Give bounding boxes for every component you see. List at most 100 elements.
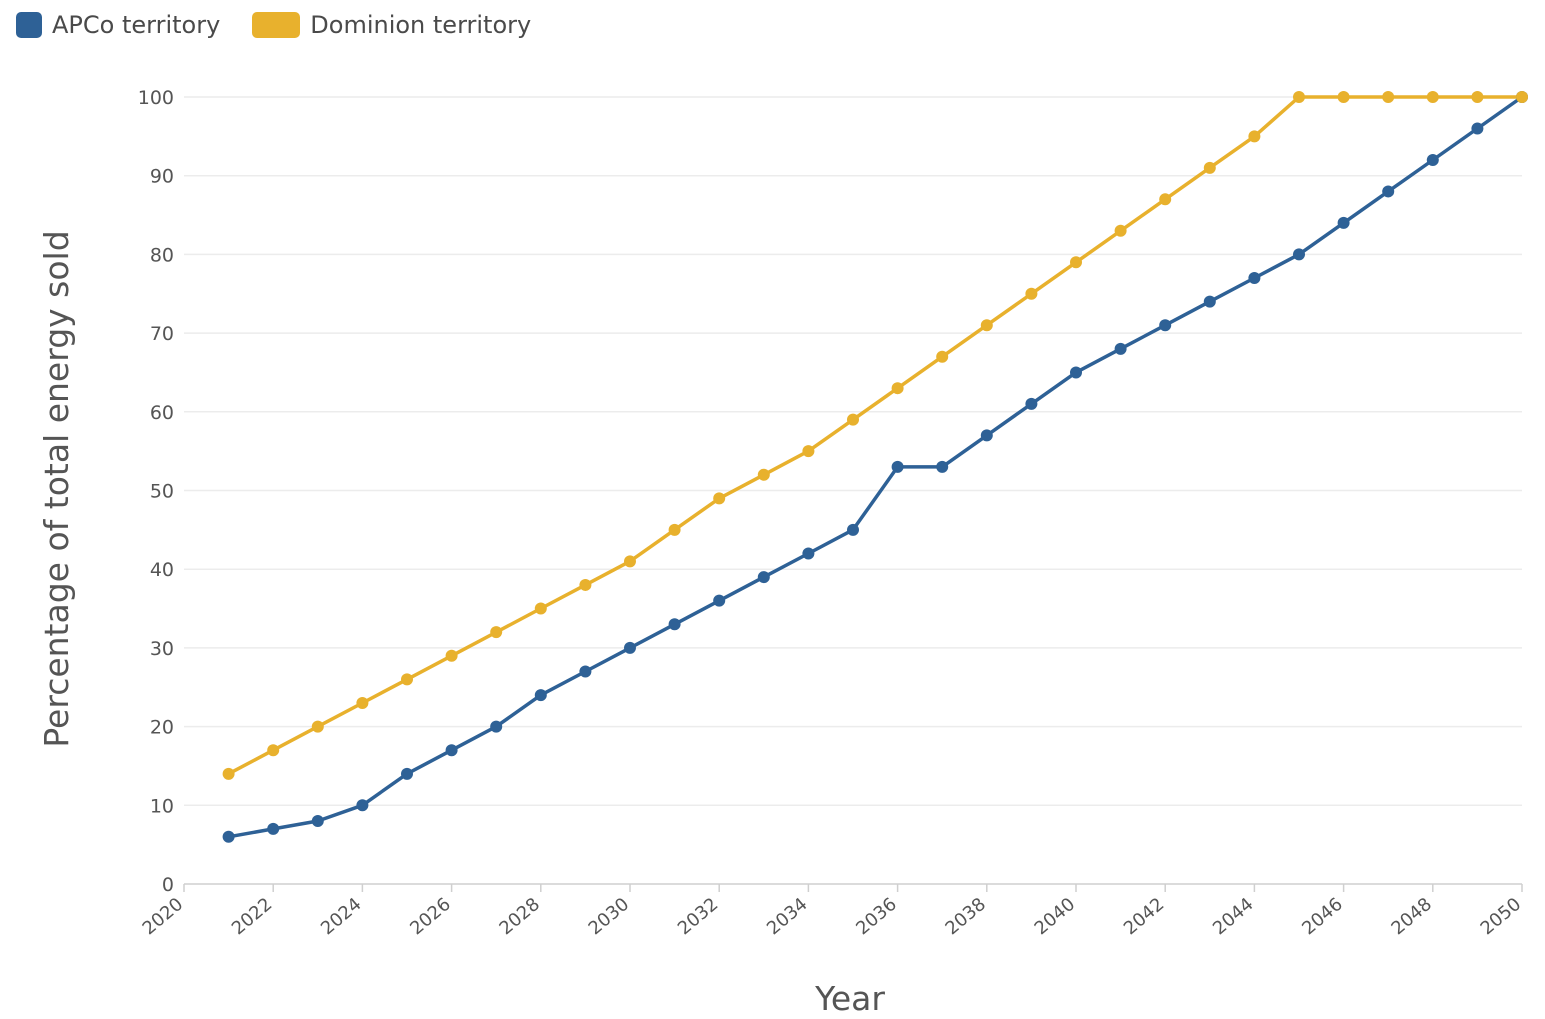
series-0-point-2034[interactable] <box>802 547 815 560</box>
series-1-point-2029[interactable] <box>579 578 592 591</box>
series-0-point-2026[interactable] <box>445 744 458 757</box>
series-1-point-2022[interactable] <box>267 744 280 757</box>
series-1-point-2026[interactable] <box>445 649 458 662</box>
x-tick-label-2034: 2034 <box>763 894 812 940</box>
series-0-point-2023[interactable] <box>311 815 324 828</box>
series-1-point-2039[interactable] <box>1025 287 1038 300</box>
y-tick-label-70: 70 <box>150 323 174 345</box>
series-0-point-2038[interactable] <box>980 429 993 442</box>
legend: APCo territory Dominion territory <box>16 8 531 42</box>
series-1-point-2045[interactable] <box>1293 91 1305 103</box>
y-tick-label-20: 20 <box>150 717 174 739</box>
series-1-point-2032[interactable] <box>713 492 726 505</box>
series-0-point-2025[interactable] <box>401 767 413 780</box>
series-1-point-2048[interactable] <box>1426 91 1439 103</box>
series-1-point-2030[interactable] <box>624 555 636 568</box>
series-line-1 <box>227 95 1522 776</box>
series-0-point-2040[interactable] <box>1070 366 1082 379</box>
legend-label-apco: APCo territory <box>52 11 221 39</box>
x-tick-label-2024: 2024 <box>317 894 366 940</box>
y-axis-title: Percentage of total energy sold <box>37 230 76 747</box>
series-1-point-2033[interactable] <box>757 468 770 481</box>
y-tick-label-40: 40 <box>150 559 174 581</box>
series-1-point-2024[interactable] <box>356 696 369 709</box>
x-tick-label-2022: 2022 <box>228 894 277 940</box>
series-0-point-2031[interactable] <box>668 618 681 631</box>
series-1-point-2046[interactable] <box>1337 91 1350 103</box>
legend-swatch-apco <box>16 12 42 38</box>
y-tick-label-60: 60 <box>150 402 174 424</box>
series-0-point-2041[interactable] <box>1114 342 1127 355</box>
x-tick-label-2038: 2038 <box>941 894 990 940</box>
series-1-point-2021[interactable] <box>222 767 235 780</box>
y-tick-label-100: 100 <box>138 87 174 109</box>
series-1-point-2025[interactable] <box>401 673 413 686</box>
x-tick-label-2036: 2036 <box>852 894 901 940</box>
series-1-point-2044[interactable] <box>1248 130 1261 143</box>
y-tick-label-0: 0 <box>162 874 174 896</box>
series-1-point-2037[interactable] <box>936 350 949 363</box>
x-tick-label-2044: 2044 <box>1209 894 1258 940</box>
series-0-point-2046[interactable] <box>1337 216 1350 229</box>
series-0-point-2035[interactable] <box>847 523 859 536</box>
x-tick-label-2048: 2048 <box>1387 894 1436 940</box>
series-0-point-2039[interactable] <box>1025 397 1038 410</box>
series-1-point-2042[interactable] <box>1159 193 1172 206</box>
y-tick-label-10: 10 <box>150 795 174 817</box>
series-1-point-2027[interactable] <box>490 626 503 639</box>
series-1-point-2047[interactable] <box>1382 91 1395 103</box>
series-1-point-2035[interactable] <box>847 413 859 426</box>
series-lines <box>227 95 1524 839</box>
series-1-point-2036[interactable] <box>891 382 904 395</box>
series-0-point-2033[interactable] <box>757 571 770 584</box>
series-0-point-2045[interactable] <box>1293 248 1305 261</box>
x-axis-title: Year <box>814 979 885 1018</box>
y-tick-label-90: 90 <box>150 166 174 188</box>
series-1-point-2023[interactable] <box>311 720 324 733</box>
series-1-point-2038[interactable] <box>980 319 993 332</box>
series-0-point-2048[interactable] <box>1426 153 1439 166</box>
legend-item-dominion[interactable]: Dominion territory <box>252 11 531 39</box>
series-0-point-2032[interactable] <box>713 594 726 607</box>
series-0-point-2047[interactable] <box>1382 185 1395 198</box>
series-1-point-2034[interactable] <box>802 445 815 458</box>
series-1-point-2031[interactable] <box>668 523 681 536</box>
series-0-point-2021[interactable] <box>222 830 235 843</box>
x-tick-label-2040: 2040 <box>1031 894 1080 940</box>
series-0-point-2022[interactable] <box>267 822 280 835</box>
series-0-point-2049[interactable] <box>1471 122 1484 135</box>
x-tick-label-2032: 2032 <box>674 894 723 940</box>
x-tick-label-2028: 2028 <box>495 894 544 940</box>
gridlines <box>184 96 1522 807</box>
series-1-point-2043[interactable] <box>1203 161 1216 174</box>
series-0-point-2028[interactable] <box>534 689 547 702</box>
x-tick-label-2050: 2050 <box>1477 894 1526 940</box>
series-0-point-2024[interactable] <box>356 799 369 812</box>
series-1-point-2040[interactable] <box>1070 256 1082 269</box>
y-tick-label-80: 80 <box>150 244 174 266</box>
series-0-point-2030[interactable] <box>624 641 636 654</box>
series-line-0 <box>228 95 1524 839</box>
series-1-point-2049[interactable] <box>1471 91 1484 103</box>
series-0-point-2044[interactable] <box>1248 272 1261 285</box>
x-tick-label-2026: 2026 <box>406 894 455 940</box>
series-1-point-2028[interactable] <box>534 602 547 615</box>
series-0-point-2042[interactable] <box>1159 319 1172 332</box>
legend-item-apco[interactable]: APCo territory <box>16 11 220 39</box>
series-0-point-2027[interactable] <box>490 720 503 733</box>
x-tick-label-2020: 2020 <box>139 894 188 940</box>
series-1-point-2050[interactable] <box>1516 91 1528 103</box>
series-0-point-2043[interactable] <box>1203 295 1216 308</box>
series-0-point-2029[interactable] <box>579 665 592 678</box>
y-tick-label-30: 30 <box>150 638 174 660</box>
series-0-point-2036[interactable] <box>891 460 904 473</box>
series-0-point-2037[interactable] <box>936 460 949 473</box>
x-tick-label-2046: 2046 <box>1298 894 1347 940</box>
series-points <box>222 91 1528 843</box>
legend-swatch-dominion <box>252 12 301 38</box>
x-tick-label-2030: 2030 <box>585 894 634 940</box>
x-tick-label-2042: 2042 <box>1120 894 1169 940</box>
legend-label-dominion: Dominion territory <box>310 11 532 39</box>
series-1-point-2041[interactable] <box>1114 224 1127 237</box>
